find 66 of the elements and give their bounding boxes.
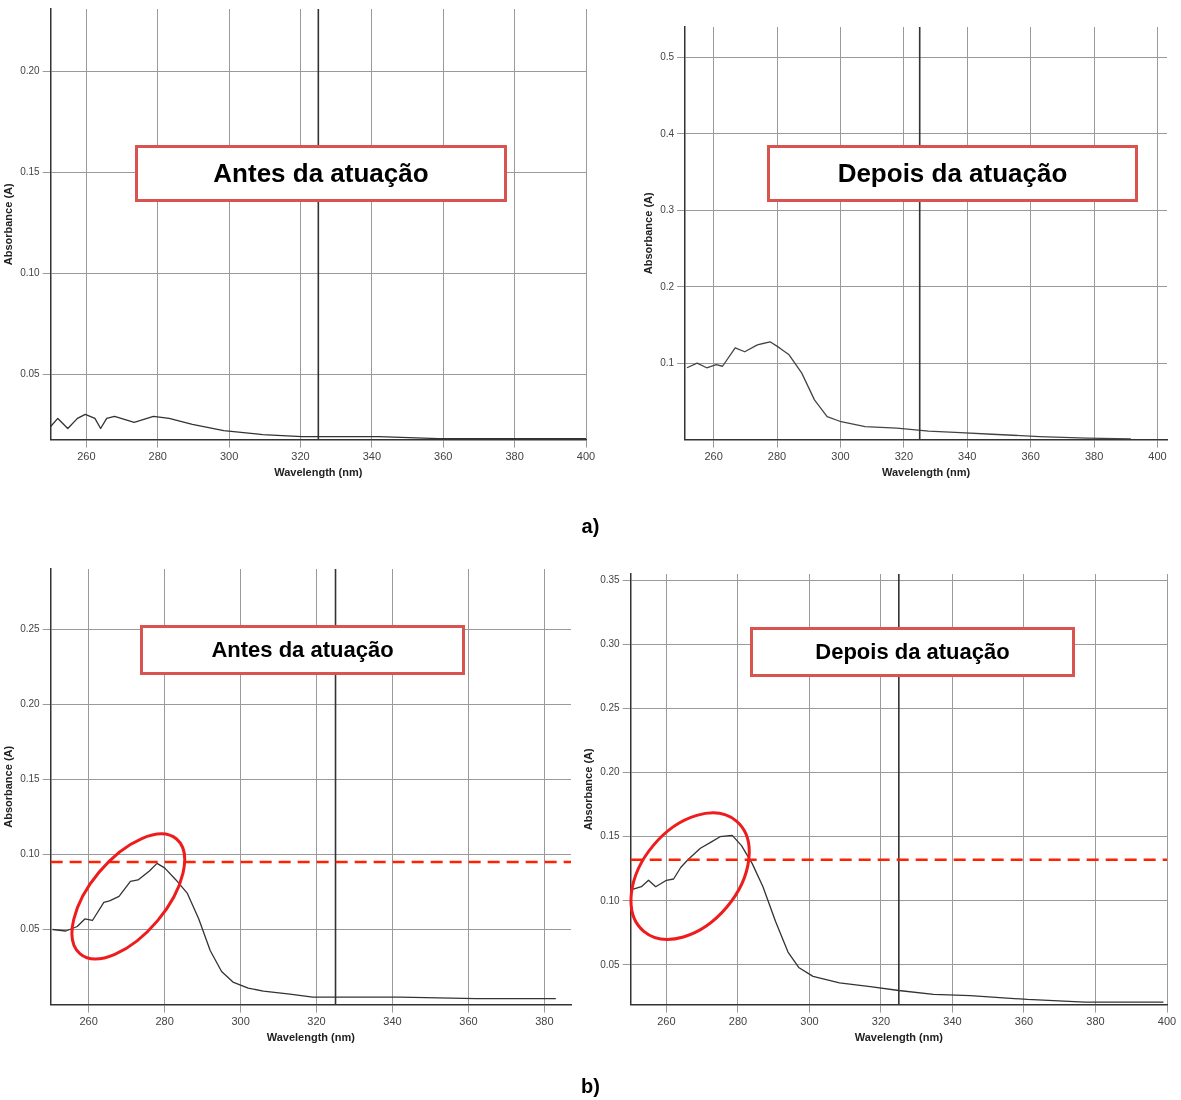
x-tick-label: 260: [704, 450, 723, 463]
x-tick-label: 340: [383, 1015, 402, 1028]
x-tick-label: 360: [459, 1015, 478, 1028]
y-axis-title: Absorbance (A): [581, 748, 594, 831]
y-tick-label: 0.25: [600, 702, 621, 714]
x-tick-label: 260: [79, 1015, 98, 1028]
x-axis-title: Wavelength (nm): [854, 1031, 944, 1044]
text-frame: Antes da atuação: [140, 625, 465, 675]
x-tick-label: 380: [1086, 1015, 1105, 1028]
x-axis-title: Wavelength (nm): [274, 466, 363, 479]
y-tick-label: 0.05: [20, 367, 41, 379]
x-tick-label: 380: [535, 1015, 554, 1028]
x-tick-label: 380: [1084, 450, 1104, 463]
x-tick-label: 360: [1014, 1015, 1034, 1028]
x-tick-label: 300: [800, 1015, 819, 1028]
y-tick-label: 0.20: [20, 697, 41, 709]
y-tick-label: 0.10: [20, 848, 41, 860]
y-tick-label: 0.4: [660, 127, 675, 139]
text: a): [580, 515, 601, 538]
y-axis-title: Absorbance (A): [1, 745, 14, 828]
text-frame: Depois da atuação: [767, 145, 1138, 202]
x-tick-label: 320: [894, 450, 914, 463]
y-tick-label: 0.15: [20, 166, 41, 178]
x-tick-label: 400: [1148, 450, 1167, 463]
x-tick-label: 300: [231, 1015, 250, 1028]
text-frame: Depois da atuação: [750, 627, 1075, 677]
x-tick-label: 400: [1157, 1015, 1177, 1028]
x-tick-label: 260: [77, 450, 96, 463]
x-tick-label: 360: [1021, 450, 1040, 463]
text-frame: Antes da atuação: [135, 145, 507, 202]
x-tick-label: 300: [831, 450, 850, 463]
x-tick-label: 260: [657, 1015, 676, 1028]
y-tick-label: 0.05: [600, 958, 621, 970]
x-tick-label: 340: [958, 450, 977, 463]
y-tick-label: 0.25: [20, 622, 41, 634]
y-tick-label: 0.10: [20, 266, 41, 278]
y-tick-label: 0.3: [660, 204, 675, 216]
x-tick-label: 280: [155, 1015, 174, 1028]
y-tick-label: 0.2: [660, 280, 675, 292]
x-tick-label: 340: [943, 1015, 962, 1028]
x-tick-label: 340: [362, 450, 382, 463]
x-tick-label: 320: [307, 1015, 326, 1028]
x-tick-label: 280: [728, 1015, 748, 1028]
y-tick-label: 0.10: [600, 894, 621, 906]
x-tick-label: 320: [871, 1015, 891, 1028]
y-axis-title: Absorbance (A): [1, 183, 14, 266]
y-tick-label: 0.5: [660, 51, 675, 63]
x-tick-label: 360: [434, 450, 453, 463]
text: b): [580, 1075, 601, 1098]
y-tick-label: 0.20: [600, 766, 621, 778]
x-axis-title: Wavelength (nm): [266, 1031, 356, 1044]
x-axis-title: Wavelength (nm): [881, 466, 971, 479]
y-axis-title: Absorbance (A): [641, 192, 654, 275]
x-tick-label: 400: [576, 450, 596, 463]
y-tick-label: 0.35: [600, 574, 621, 586]
y-tick-label: 0.15: [600, 830, 621, 842]
x-tick-label: 320: [291, 450, 310, 463]
y-tick-label: 0.05: [20, 923, 41, 935]
x-tick-label: 380: [505, 450, 524, 463]
y-tick-label: 0.30: [600, 638, 621, 650]
y-tick-label: 0.20: [20, 65, 41, 77]
x-tick-label: 280: [767, 450, 787, 463]
x-tick-label: 280: [148, 450, 167, 463]
x-tick-label: 300: [219, 450, 239, 463]
y-tick-label: 0.15: [20, 773, 41, 785]
y-tick-label: 0.1: [660, 356, 675, 368]
